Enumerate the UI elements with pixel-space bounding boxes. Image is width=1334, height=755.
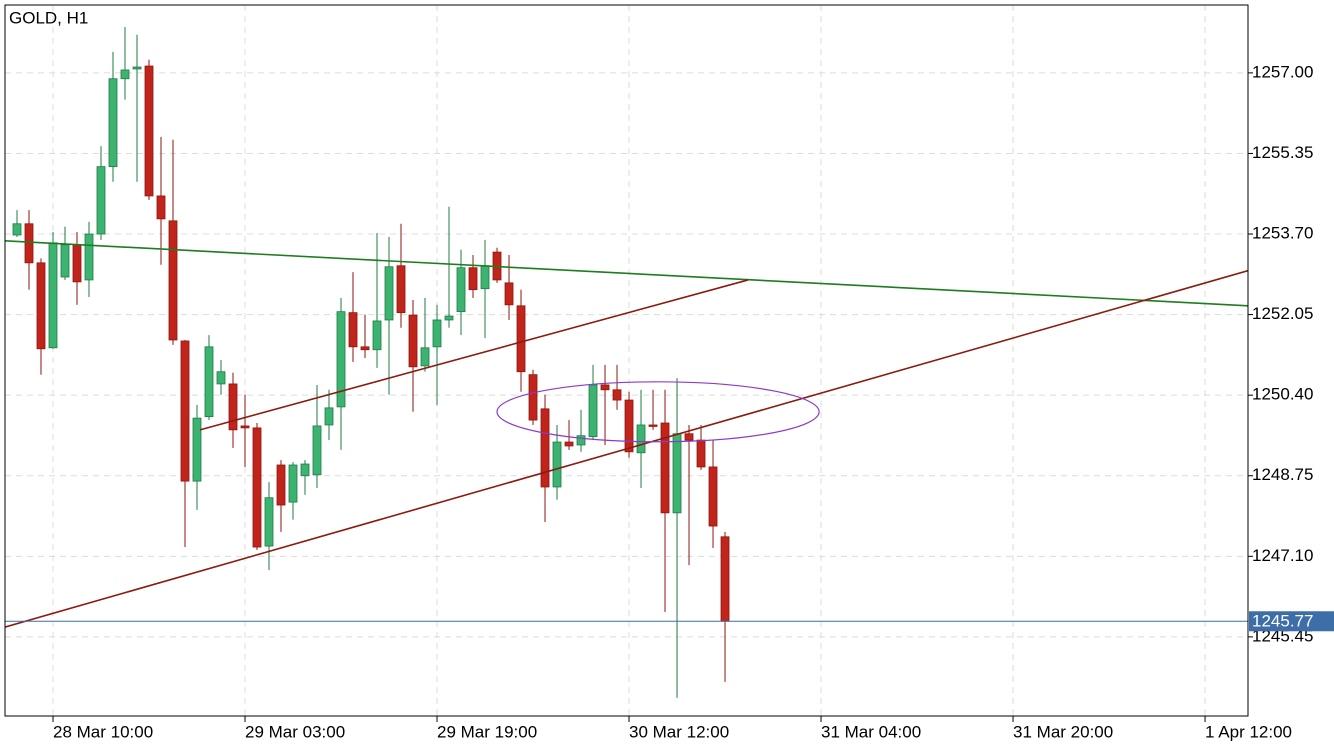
- candle-body: [564, 441, 574, 447]
- y-tick-label: 1255.35: [1252, 143, 1313, 162]
- candle-body: [60, 244, 70, 278]
- candle-body: [72, 244, 82, 283]
- candle-body: [132, 66, 142, 70]
- candle-body: [528, 374, 538, 421]
- candle-body: [264, 497, 274, 547]
- trendline: [5, 240, 1248, 307]
- candle-body: [696, 439, 706, 468]
- candle-body: [168, 220, 178, 341]
- trendline: [199, 279, 749, 431]
- x-tick-label: 28 Mar 10:00: [53, 722, 153, 741]
- candle-body: [156, 195, 166, 220]
- candle-body: [396, 265, 406, 314]
- last-price-box: [1249, 611, 1334, 632]
- candle-body: [516, 305, 526, 373]
- candle-body: [288, 464, 298, 503]
- candle-body: [432, 319, 442, 348]
- candle-body: [408, 314, 418, 368]
- candle-body: [300, 463, 310, 477]
- candle-body: [48, 242, 58, 349]
- candle-body: [612, 389, 622, 401]
- axes: 1257.00 1255.35 1253.70 1252.05 1250.40 1248.…: [52, 62, 1334, 741]
- candle-body: [96, 166, 106, 235]
- candle-body: [684, 433, 694, 441]
- candle-body: [504, 282, 514, 306]
- candle-body: [24, 223, 34, 264]
- candle-body: [540, 408, 550, 488]
- candle-body: [720, 536, 730, 622]
- candle-body: [576, 435, 586, 446]
- x-tick-label: 1 Apr 12:00: [1205, 722, 1292, 741]
- candle-body: [180, 340, 190, 482]
- candle-body: [636, 424, 646, 454]
- candle-body: [204, 346, 214, 418]
- y-tick-label: 1250.40: [1252, 385, 1313, 404]
- candle-body: [648, 424, 658, 427]
- y-tick-label: 1257.00: [1252, 62, 1313, 81]
- trendline: [5, 269, 1248, 628]
- candle-body: [660, 422, 670, 514]
- y-tick-label: 1248.75: [1252, 465, 1313, 484]
- y-tick-label: 1247.10: [1252, 546, 1313, 565]
- candle-body: [240, 425, 250, 429]
- candle-body: [252, 427, 262, 548]
- candle-body: [468, 267, 478, 291]
- candle-body: [480, 265, 490, 290]
- candle-body: [360, 346, 370, 351]
- candle-body: [336, 311, 346, 408]
- candle-body: [108, 78, 118, 168]
- candle-body: [228, 383, 238, 431]
- candle-body: [444, 315, 454, 321]
- plot-area: [5, 26, 1248, 698]
- candle-body: [672, 433, 682, 514]
- candle-body: [144, 65, 154, 197]
- chart-title: GOLD, H1: [9, 8, 88, 27]
- candle-body: [348, 312, 358, 348]
- x-tick-label: 31 Mar 04:00: [821, 722, 921, 741]
- x-tick-label: 29 Mar 19:00: [437, 722, 537, 741]
- ellipse-annotation: [496, 381, 820, 443]
- candle-body: [120, 69, 130, 80]
- x-tick-label: 31 Mar 20:00: [1013, 722, 1113, 741]
- candle-body: [84, 233, 94, 281]
- x-tick-label: 29 Mar 03:00: [245, 722, 345, 741]
- last-price-label: 1245.77: [1252, 612, 1313, 631]
- y-tick-label: 1253.70: [1252, 224, 1313, 243]
- plot-frame: [4, 4, 1249, 717]
- candle-body: [372, 320, 382, 351]
- candle-body: [324, 407, 334, 426]
- candle-body: [588, 384, 598, 438]
- candle-body: [36, 262, 46, 350]
- candle-body: [456, 267, 466, 313]
- candle-body: [276, 464, 286, 506]
- candle-body: [384, 266, 394, 321]
- candle-body: [624, 399, 634, 453]
- candle-body: [708, 466, 718, 527]
- candle-body: [12, 223, 22, 236]
- candle-body: [192, 417, 202, 482]
- candle-body: [600, 384, 610, 391]
- candle-body: [552, 441, 562, 488]
- candle-body: [216, 371, 226, 385]
- x-tick-label: 30 Mar 12:00: [629, 722, 729, 741]
- candle-body: [312, 425, 322, 476]
- candle-body: [420, 347, 430, 367]
- y-tick-label: 1252.05: [1252, 304, 1313, 323]
